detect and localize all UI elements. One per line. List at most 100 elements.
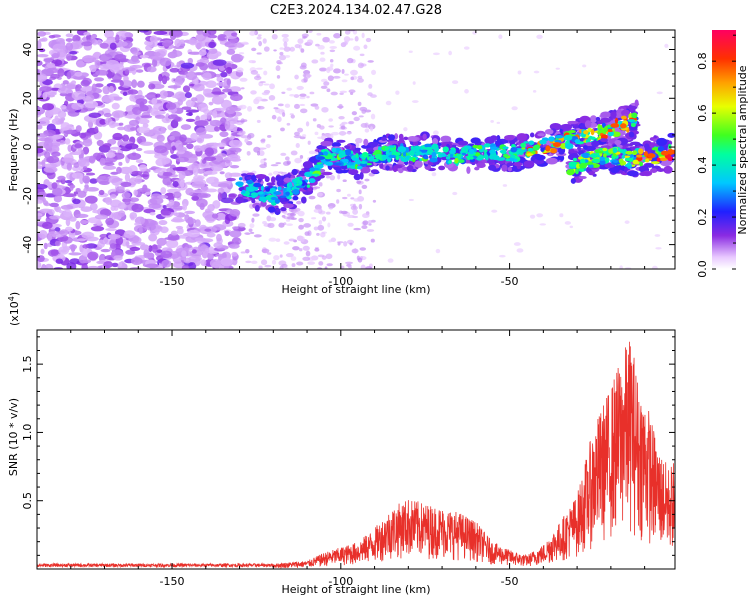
noise-blob <box>158 171 164 176</box>
ridge-core <box>397 146 407 153</box>
noise-blob <box>327 222 331 228</box>
noise-blob <box>229 120 235 130</box>
noise-blob <box>297 127 304 133</box>
noise-blob <box>302 256 311 261</box>
ridge-halo <box>283 203 294 209</box>
noise-blob <box>87 265 100 269</box>
ridge-core <box>610 123 620 128</box>
noise-blob <box>267 173 273 176</box>
noise-blob <box>245 249 250 254</box>
ridge-core <box>322 151 329 156</box>
noise-blob <box>46 67 59 74</box>
snr-y-scale-prefix: (x10 <box>8 301 21 326</box>
ridge-core <box>355 153 359 158</box>
noise-blob <box>64 138 71 145</box>
noise-blob <box>169 67 180 73</box>
ridge-core <box>636 154 643 158</box>
noise-blob <box>365 266 373 269</box>
noise-blob <box>69 216 77 222</box>
noise-blob <box>88 112 102 118</box>
noise-blob <box>536 34 543 39</box>
noise-blob <box>289 46 295 52</box>
ridge-core <box>315 164 324 169</box>
noise-blob <box>559 213 564 218</box>
ridge-halo <box>361 144 371 149</box>
noise-blob <box>52 187 63 196</box>
noise-blob <box>319 67 327 72</box>
noise-blob <box>249 30 256 36</box>
noise-blob <box>161 259 172 268</box>
noise-blob <box>294 131 300 136</box>
noise-blob <box>43 202 51 207</box>
ridge-core <box>434 146 440 152</box>
noise-blob <box>228 193 236 200</box>
ridge-core <box>563 134 573 141</box>
noise-blob <box>220 99 232 109</box>
noise-blob <box>296 85 304 90</box>
noise-blob <box>127 152 142 160</box>
noise-blob <box>80 86 92 92</box>
noise-blob <box>284 54 291 58</box>
noise-blob <box>241 170 250 174</box>
noise-blob <box>172 191 182 199</box>
y-tick-label: 40 <box>21 43 34 57</box>
noise-blob <box>191 249 197 254</box>
noise-blob <box>347 193 351 197</box>
ridge-core <box>253 182 262 188</box>
noise-blob <box>222 88 232 93</box>
noise-blob <box>111 262 119 268</box>
colorbar-label: Normalized spectral amplitude <box>736 65 749 234</box>
noise-blob <box>194 257 201 267</box>
ridge-core <box>317 156 326 160</box>
noise-blob <box>197 192 211 199</box>
colorbar-tick-label: 0.6 <box>696 104 709 122</box>
ridge-core <box>635 156 643 162</box>
ridge-halo <box>267 206 276 213</box>
noise-blob <box>208 101 214 106</box>
noise-blob <box>143 249 150 257</box>
noise-blob <box>94 126 99 133</box>
noise-blob <box>167 85 182 89</box>
noise-blob <box>320 85 328 89</box>
noise-blob <box>71 90 86 100</box>
noise-blob <box>370 113 376 120</box>
noise-blob <box>152 125 166 135</box>
noise-blob <box>42 92 48 100</box>
spectrogram-y-tick-labels: -40 -20 0 20 40 <box>21 43 34 254</box>
noise-blob <box>77 158 87 166</box>
noise-blob <box>180 70 189 76</box>
noise-blob <box>289 212 296 217</box>
noise-blob <box>346 239 355 245</box>
ridge-core <box>331 147 337 153</box>
noise-blob <box>292 246 300 251</box>
noise-blob <box>146 66 157 73</box>
noise-blob <box>118 261 123 267</box>
ridge-halo <box>556 156 562 161</box>
ridge-halo <box>320 140 333 147</box>
noise-blob <box>281 214 286 218</box>
noise-blob <box>268 237 277 242</box>
noise-blob <box>204 147 215 157</box>
noise-blob <box>231 32 238 37</box>
ridge-peak <box>667 149 675 155</box>
ridge-core <box>466 155 471 160</box>
noise-blob <box>102 165 117 170</box>
noise-blob <box>174 77 184 87</box>
noise-blob <box>119 80 124 87</box>
ridge-core <box>564 143 574 150</box>
ridge-core <box>238 177 243 181</box>
ridge-halo <box>292 195 299 201</box>
noise-blob <box>191 189 206 194</box>
noise-blob <box>37 199 44 204</box>
ridge-halo <box>501 164 508 172</box>
noise-blob <box>62 209 72 217</box>
ridge-halo <box>276 208 281 212</box>
noise-blob <box>67 144 73 152</box>
noise-blob <box>321 255 327 260</box>
noise-blob <box>172 167 185 172</box>
ridge-core <box>449 149 456 155</box>
ridge-core <box>392 151 401 156</box>
ridge-core <box>583 130 589 135</box>
noise-blob <box>229 86 242 93</box>
noise-blob <box>328 118 334 122</box>
